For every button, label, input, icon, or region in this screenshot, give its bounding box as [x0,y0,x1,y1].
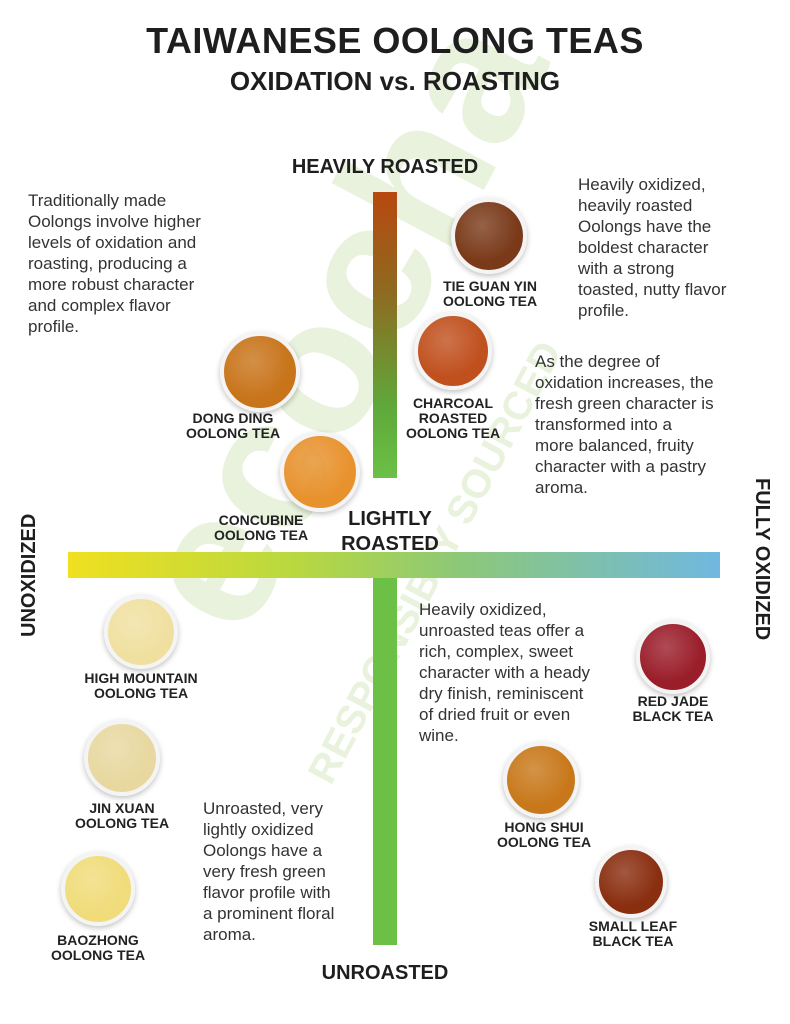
tea-cup-concubine [280,432,360,512]
tea-label-small-leaf: SMALL LEAF BLACK TEA [588,918,678,949]
tea-cup-small-leaf [595,846,667,918]
roast-axis-lower [373,578,397,945]
description-middle-right: As the degree of oxidation increases, th… [535,352,714,497]
tea-label-high-mountain: HIGH MOUNTAIN OOLONG TEA [84,670,198,701]
tea-label-baozhong: BAOZHONG OOLONG TEA [50,932,146,963]
axis-label-top: HEAVILY ROASTED [291,156,479,178]
tea-cup-dong-ding [220,332,300,412]
axis-label-left: UNOXIDIZED [18,513,40,637]
roast-axis-upper [373,192,397,478]
axis-label-bottom: UNROASTED [321,962,449,984]
description-top-left: Traditionally made Oolongs involve highe… [28,191,201,336]
tea-label-concubine: CONCUBINE OOLONG TEA [213,512,309,543]
tea-cup-high-mountain [104,595,178,669]
tea-cup-baozhong [61,852,135,926]
oxidation-axis [68,552,720,578]
tea-label-hong-shui: HONG SHUI OOLONG TEA [496,819,592,850]
tea-label-charcoal-roasted: CHARCOAL ROASTED OOLONG TEA [405,395,501,441]
tea-label-dong-ding: DONG DING OOLONG TEA [185,410,281,441]
tea-label-tie-guan-yin: TIE GUAN YIN OOLONG TEA [442,278,538,309]
tea-cup-jin-xuan [84,720,160,796]
description-bottom-right: Heavily oxidized, unroasted teas offer a… [419,600,591,745]
tea-label-jin-xuan: JIN XUAN OOLONG TEA [74,800,170,831]
page-title: TAIWANESE OOLONG TEAS [146,20,644,61]
tea-cup-tie-guan-yin [451,198,527,274]
description-bottom-left: Unroasted, very lightly oxidized Oolongs… [203,799,335,944]
axis-label-right: FULLY OXIDIZED [751,478,773,641]
axis-label-center: LIGHTLY ROASTED [341,508,439,555]
description-top-right: Heavily oxidized, heavily roasted Oolong… [578,175,727,320]
tea-cup-red-jade [636,620,710,694]
page-subtitle: OXIDATION vs. ROASTING [229,66,561,96]
tea-label-red-jade: RED JADE BLACK TEA [632,693,714,724]
tea-cup-hong-shui [503,742,579,818]
tea-cup-charcoal-roasted [414,312,492,390]
